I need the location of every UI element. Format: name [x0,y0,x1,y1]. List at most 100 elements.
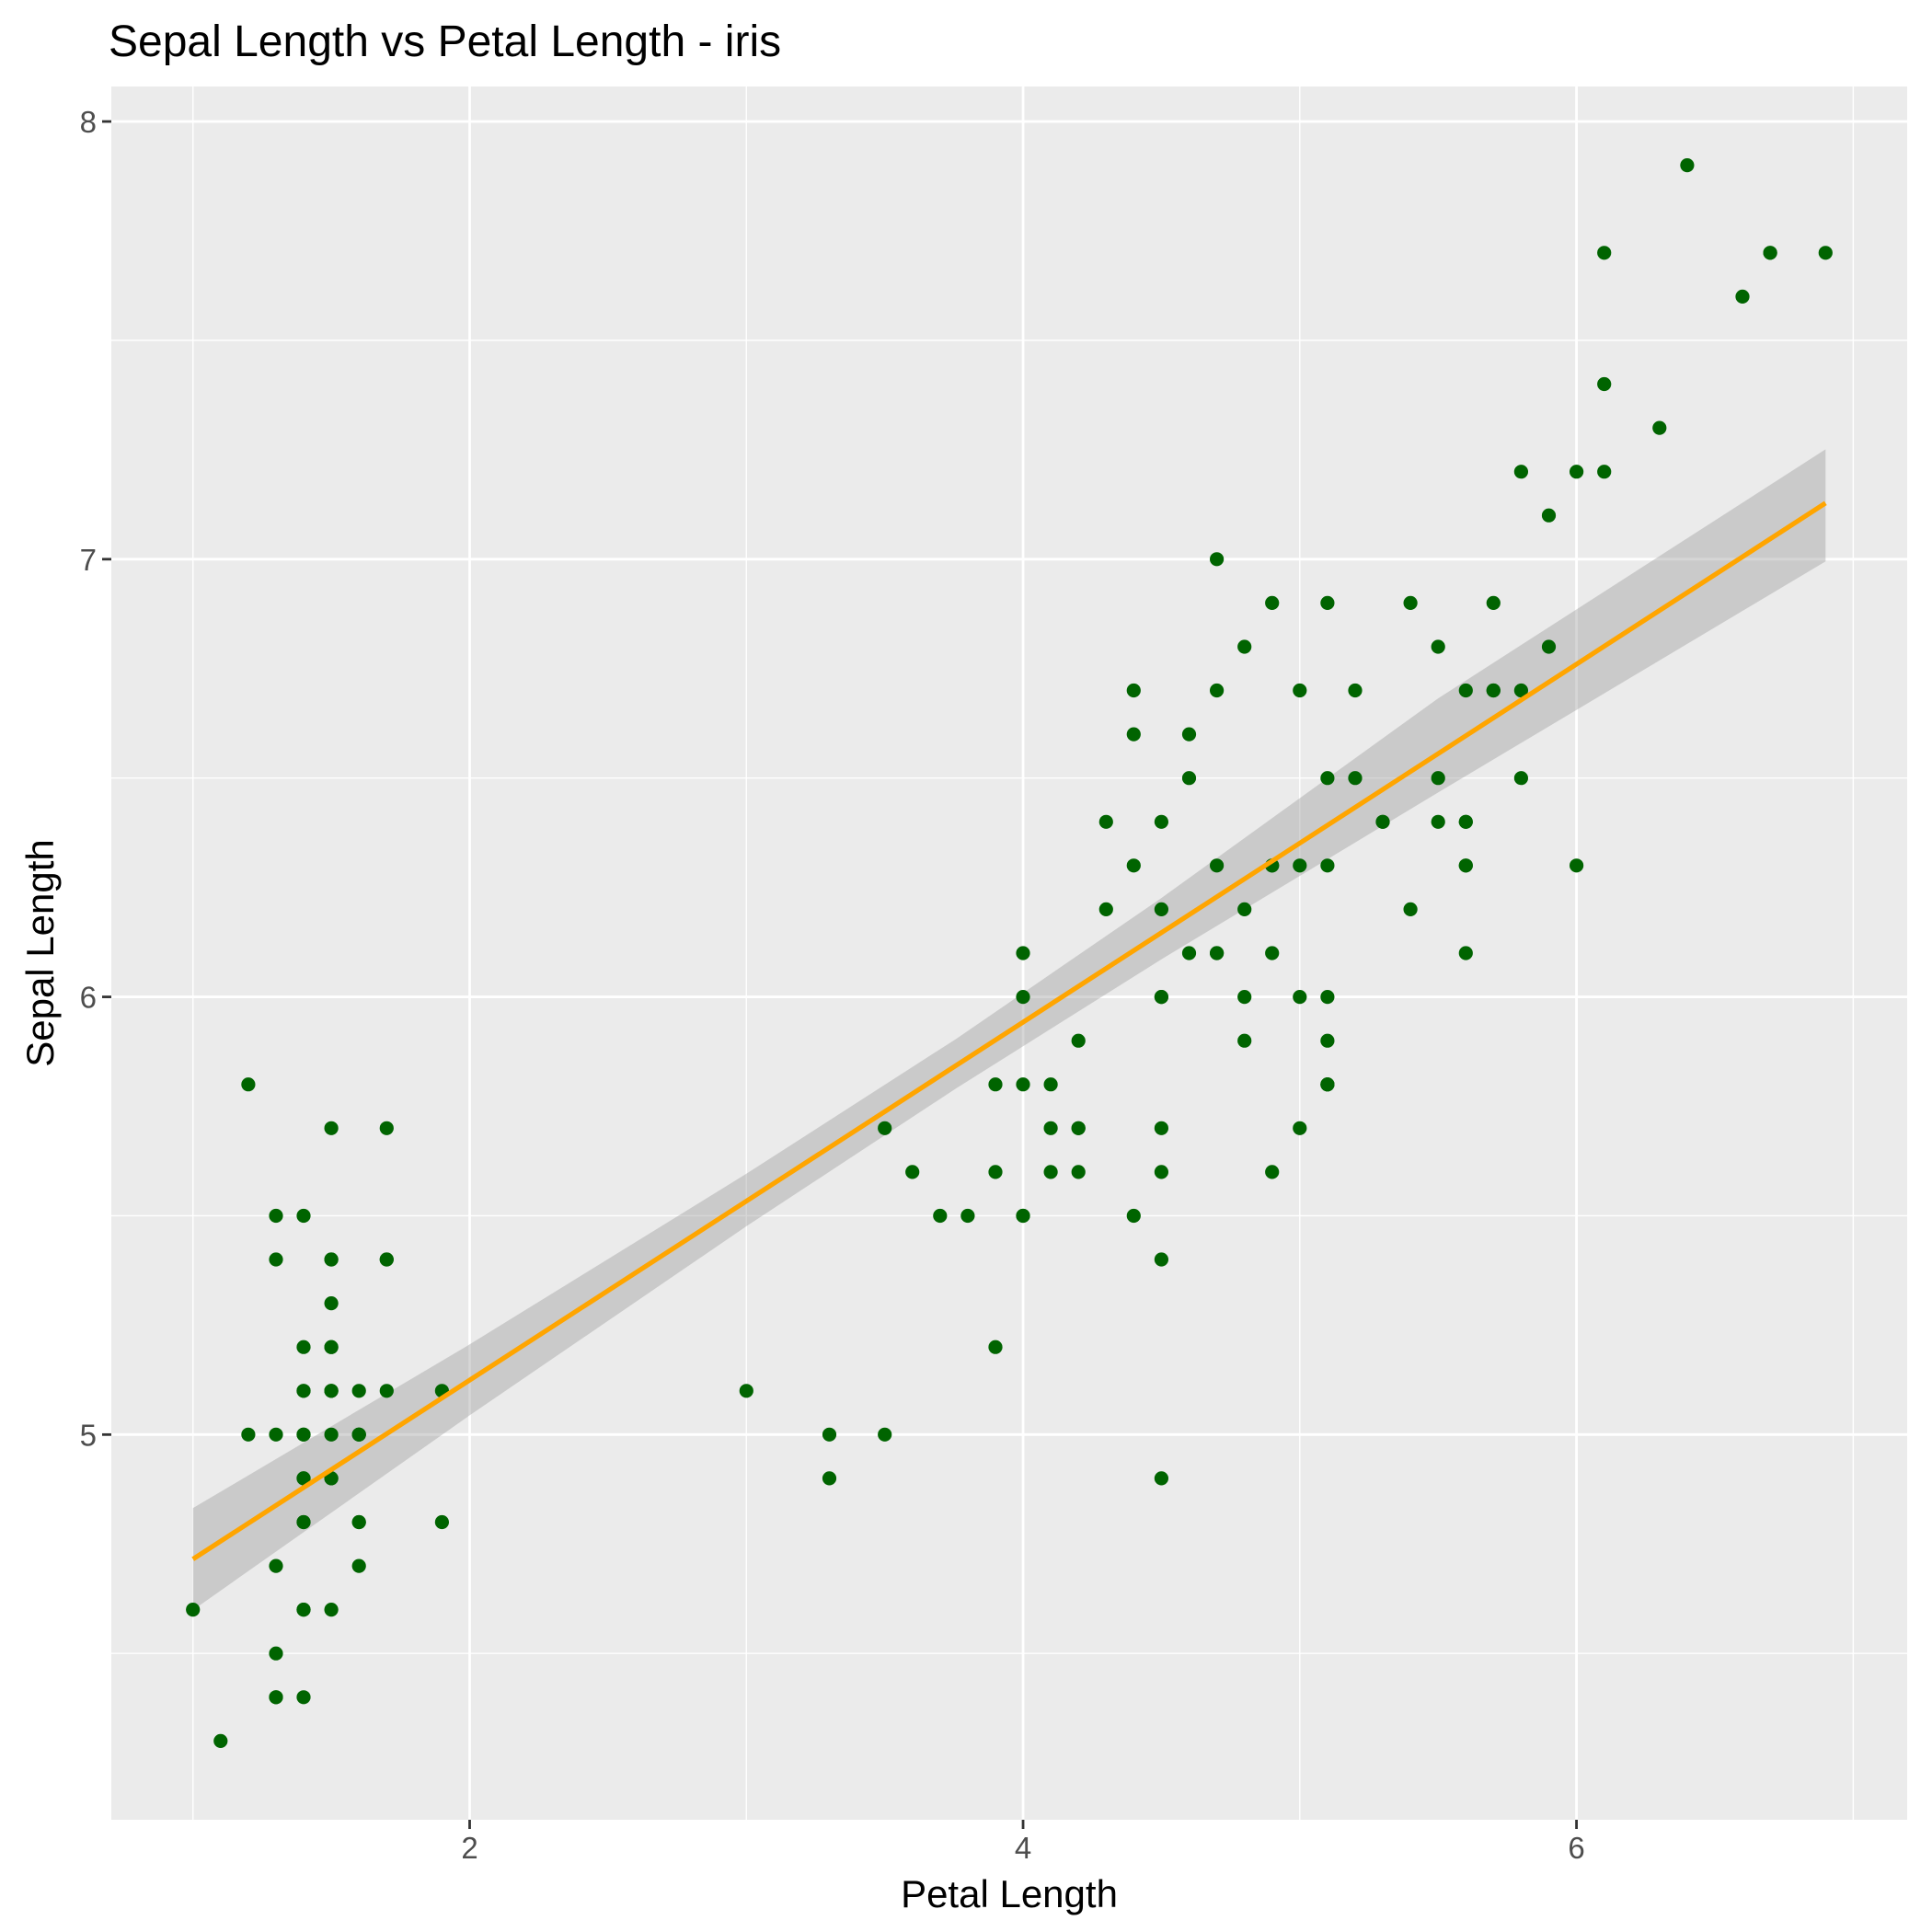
data-point [1763,246,1777,260]
data-point [1597,246,1612,260]
data-point [1043,1121,1058,1135]
data-point [296,1471,311,1486]
data-point [1181,946,1197,960]
data-point [351,1514,366,1530]
data-point [1320,1077,1335,1092]
data-point [1458,683,1473,698]
data-point [1098,814,1113,829]
data-points [186,158,1833,1748]
data-point [324,1340,339,1354]
data-point [1098,902,1113,917]
data-point [1403,902,1418,917]
x-tick-label: 4 [1015,1831,1031,1865]
data-point [1154,902,1168,917]
y-tick-label: 7 [80,543,97,577]
data-point [324,1121,339,1135]
data-point [1154,1471,1168,1486]
data-point [1320,1033,1335,1048]
data-point [1210,683,1225,698]
data-point [324,1603,339,1617]
data-point [1348,683,1363,698]
data-point [960,1208,975,1224]
data-point [878,1121,892,1135]
data-point [1154,1121,1168,1135]
data-point [269,1252,283,1267]
fit-line-layer [191,500,1827,1561]
data-point [1403,595,1418,611]
data-point [296,1690,311,1705]
data-point [1597,465,1612,479]
data-point [351,1384,366,1398]
data-point [1458,858,1473,873]
data-point [269,1427,283,1442]
data-point [1265,1165,1280,1179]
chart-title: Sepal Length vs Petal Length - iris [109,17,781,66]
data-point [324,1471,339,1486]
data-point [1265,595,1280,611]
regression-line [191,500,1827,1561]
data-point [1320,990,1335,1005]
data-point [1652,420,1667,435]
data-point [1016,1077,1030,1092]
data-point [269,1208,283,1224]
data-point [1016,1208,1030,1224]
data-point [1458,946,1473,960]
data-point [1016,990,1030,1005]
data-point [1126,858,1141,873]
data-point [1126,683,1141,698]
data-point [296,1340,311,1354]
data-point [878,1427,892,1442]
data-point [324,1252,339,1267]
data-point [213,1733,228,1748]
data-point [1237,1033,1252,1048]
data-point [1597,376,1612,392]
data-point [241,1427,256,1442]
data-point [1320,858,1335,873]
grid-lines [111,86,1907,1820]
data-point [296,1384,311,1398]
data-point [296,1427,311,1442]
data-point [1154,814,1168,829]
y-tick-label: 6 [80,981,97,1015]
data-point [1210,552,1225,567]
data-point [1265,946,1280,960]
data-point [822,1427,837,1442]
data-point [1513,465,1528,479]
data-point [1541,639,1557,654]
data-point [324,1427,339,1442]
data-point [1735,289,1750,304]
data-point [1458,814,1473,829]
data-point [1154,1252,1168,1267]
data-point [1818,246,1833,260]
data-point [1154,1165,1168,1179]
data-point [1043,1165,1058,1179]
x-tick-label: 2 [461,1831,477,1865]
data-point [324,1296,339,1311]
data-point [1320,595,1335,611]
data-point [1570,858,1584,873]
data-point [1293,1121,1307,1135]
data-point [1348,771,1363,786]
data-point [1237,902,1252,917]
data-point [1486,595,1501,611]
data-point [241,1077,256,1092]
data-point [988,1340,1003,1354]
data-point [186,1603,201,1617]
data-point [1486,683,1501,698]
data-point [905,1165,920,1179]
data-point [1513,683,1528,698]
data-point [1237,990,1252,1005]
data-point [379,1252,394,1267]
data-point [1181,727,1197,742]
data-point [1043,1077,1058,1092]
data-point [1431,814,1445,829]
data-point [269,1646,283,1661]
x-tick-label: 6 [1568,1831,1584,1865]
data-point [434,1514,449,1530]
data-point [1513,771,1528,786]
data-point [988,1165,1003,1179]
data-point [269,1558,283,1573]
data-point [296,1514,311,1530]
data-point [1541,508,1557,523]
plot-panel [111,86,1907,1820]
